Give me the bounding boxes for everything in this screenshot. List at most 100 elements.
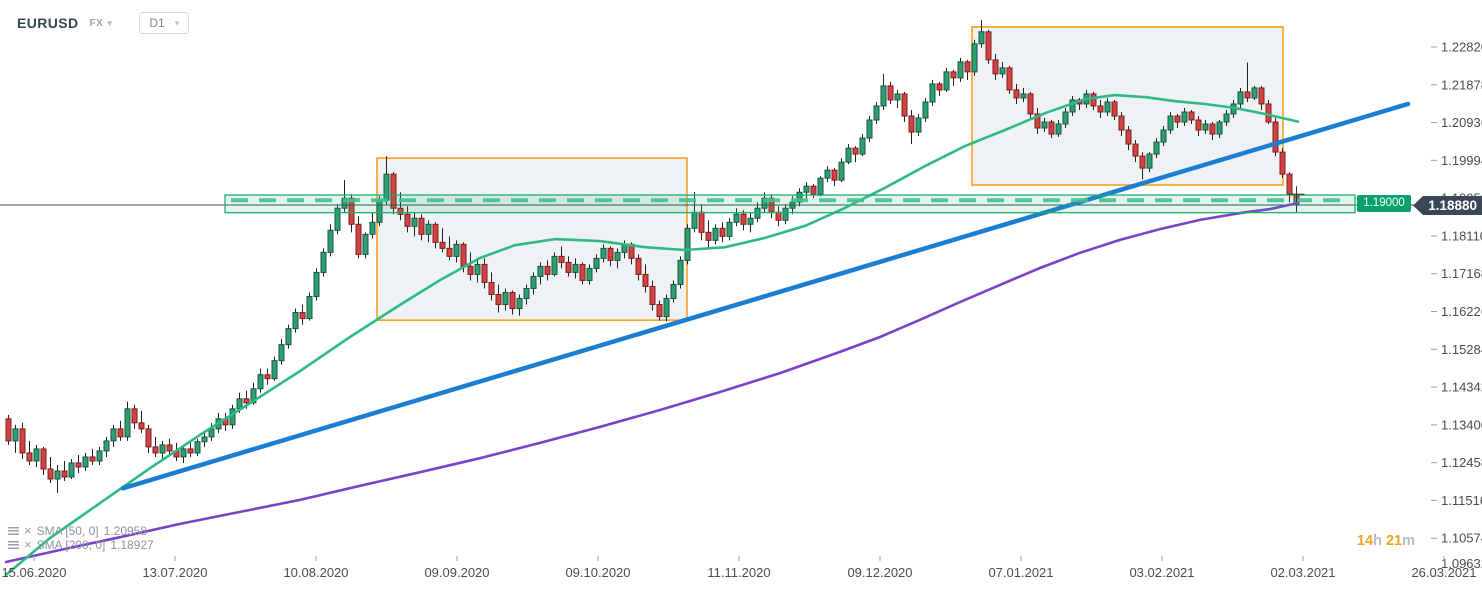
session-countdown: 14h 21m — [1357, 533, 1415, 549]
x-axis-label: 09.09.2020 — [424, 565, 489, 580]
candlestick-down — [985, 31, 992, 61]
candlestick-up — [691, 211, 698, 229]
candlestick-up — [1202, 123, 1209, 131]
indicator-label: SMA [200, 0] — [36, 537, 106, 552]
candlestick-up — [866, 119, 873, 139]
candlestick-down — [1132, 143, 1139, 157]
candlestick-up — [971, 43, 978, 73]
candlestick-down — [1188, 111, 1195, 121]
x-axis-label: 13.07.2020 — [142, 565, 207, 580]
candlestick-up — [838, 161, 845, 181]
y-axis-label: 1.10574 — [1441, 531, 1482, 546]
indicator-settings-icon[interactable] — [8, 526, 19, 535]
timeframe-selector[interactable]: D1 ▾ — [139, 12, 190, 34]
candlestick-down — [544, 265, 551, 275]
candlestick-up — [551, 255, 558, 275]
candlestick-up — [82, 456, 89, 468]
candlestick-down — [908, 115, 915, 133]
candlestick-up — [313, 271, 320, 297]
candlestick-down — [1097, 105, 1104, 113]
candlestick-up — [1153, 141, 1160, 155]
candlestick-up — [817, 177, 824, 195]
candlestick-up — [677, 259, 684, 285]
x-axis-label: 03.02.2021 — [1129, 565, 1194, 580]
candlestick-up — [894, 93, 901, 101]
candlestick-up — [530, 275, 537, 289]
sma50-line[interactable] — [4, 93, 1300, 577]
candlestick-down — [467, 265, 474, 275]
candlestick-up — [278, 344, 285, 362]
candlestick-down — [1013, 89, 1020, 99]
candlestick-up — [1237, 91, 1244, 105]
candlestick-down — [1048, 121, 1055, 135]
candlestick-down — [719, 227, 726, 237]
candlestick-down — [705, 231, 712, 241]
indicator-value: 1.20958 — [103, 523, 148, 538]
sma200-line[interactable] — [4, 201, 1300, 564]
consolidation-box[interactable] — [376, 157, 688, 321]
candlestick-down — [607, 247, 614, 261]
candlestick-down — [1209, 123, 1216, 135]
candlestick-down — [649, 285, 656, 306]
market-selector[interactable]: FX ▾ — [90, 18, 113, 29]
y-axis-label: 1.18110 — [1441, 228, 1482, 243]
candlestick-down — [964, 61, 971, 73]
candlestick-down — [810, 185, 817, 195]
candlestick-up — [586, 267, 593, 281]
trendline[interactable] — [120, 101, 1411, 491]
candlestick-up — [845, 147, 852, 163]
support-zone[interactable] — [224, 194, 1356, 214]
x-axis: 15.06.2020 13.07.2020 10.08.2020 09.09.2020… — [1, 556, 1477, 580]
support-zone-layer — [224, 194, 1356, 214]
candlestick-up — [201, 436, 208, 443]
candlestick-down — [460, 243, 467, 267]
candlestick-up — [663, 298, 670, 318]
candlestick-up — [726, 221, 733, 237]
y-axis-label: 1.22820 — [1441, 40, 1482, 55]
indicator-remove-icon[interactable]: × — [24, 536, 32, 552]
candlestick-down — [355, 223, 362, 255]
candlestick-up — [796, 191, 803, 203]
y-axis-label: 1.15284 — [1441, 342, 1482, 357]
candlestick-down — [89, 456, 96, 462]
market-label: FX — [89, 17, 104, 29]
candlestick-down — [901, 93, 908, 117]
candlestick-up — [516, 298, 523, 310]
indicator-label: SMA [50, 0] — [36, 523, 99, 538]
candlestick-up — [712, 227, 719, 241]
candlestick-up — [782, 207, 789, 221]
indicator-remove-icon[interactable]: × — [24, 522, 32, 538]
candlestick-up — [1160, 129, 1167, 143]
candlestick-down — [1272, 121, 1279, 153]
candlestick-up — [96, 450, 103, 462]
chevron-down-icon: ▾ — [174, 17, 180, 28]
candlestick-down — [131, 408, 138, 424]
candlestick-down — [1265, 103, 1272, 123]
countdown-minutes: 21 — [1385, 533, 1403, 549]
candlestick-down — [187, 448, 194, 454]
candlestick-up — [257, 374, 264, 390]
candlestick-up — [124, 408, 131, 438]
candlestick-down — [509, 291, 516, 310]
candlestick-up — [271, 360, 278, 380]
candlestick-up — [747, 217, 754, 225]
candlestick-up — [159, 444, 166, 454]
candlestick-up — [733, 213, 740, 223]
candlestick-up — [1020, 93, 1027, 99]
indicator-settings-icon[interactable] — [8, 540, 19, 549]
candlestick-up — [873, 105, 880, 121]
candlestick-down — [565, 261, 572, 273]
candlestick-down — [1279, 151, 1286, 175]
candlestick-up — [180, 448, 187, 458]
chevron-down-icon: ▾ — [107, 17, 113, 28]
candlestick-down — [1090, 93, 1097, 107]
countdown-hours: 14 — [1356, 533, 1374, 549]
candlestick-up — [600, 247, 607, 259]
candlestick-down — [166, 444, 173, 452]
candlestick-up — [285, 328, 292, 346]
candlestick-down — [404, 213, 411, 227]
x-axis-label: 10.08.2020 — [283, 565, 348, 580]
y-axis-label: 1.12458 — [1441, 455, 1482, 470]
candlestick-down — [740, 213, 747, 225]
